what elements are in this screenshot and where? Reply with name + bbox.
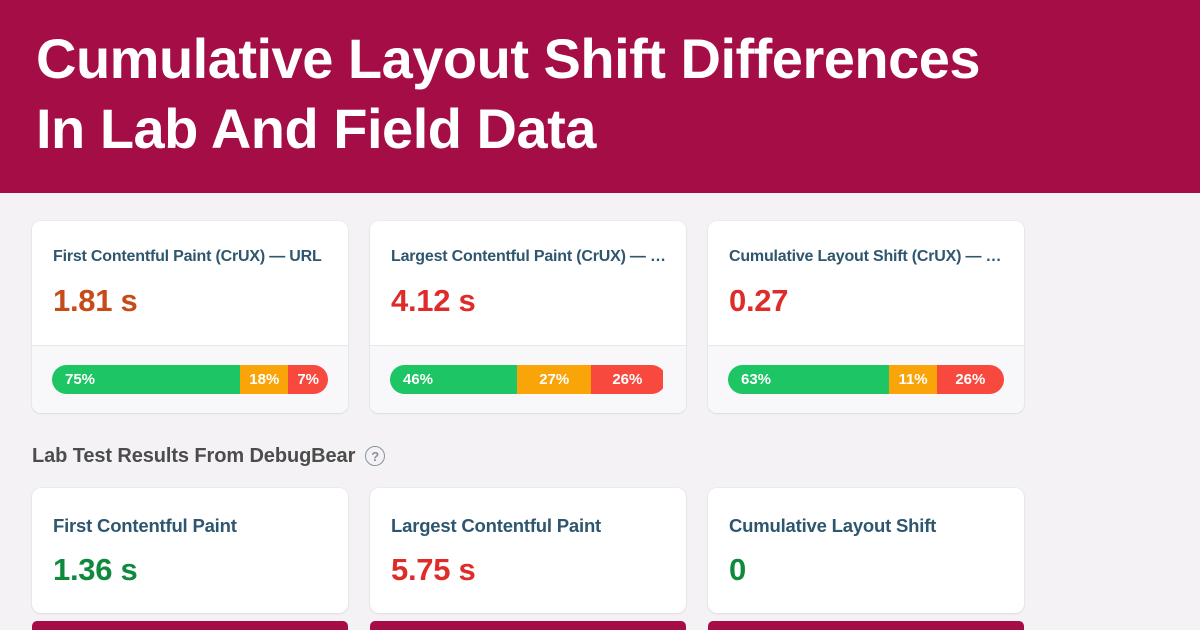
distribution-segment-label: 26%	[612, 371, 643, 388]
header-banner: Cumulative Layout Shift Differences In La…	[0, 0, 1200, 193]
metric-title: Largest Contentful Paint (CrUX) — …	[391, 248, 665, 265]
lab-card-cls[interactable]: Cumulative Layout Shift 0	[708, 488, 1024, 613]
metric-value: 1.36 s	[53, 552, 138, 587]
distribution-segment-label: 26%	[955, 371, 986, 388]
metric-title: First Contentful Paint	[53, 515, 237, 536]
crux-card-distribution-area: 46% 27% 26%	[370, 345, 686, 413]
crux-card-cls[interactable]: Cumulative Layout Shift (CrUX) — … 0.27 …	[708, 221, 1024, 413]
lab-cards-row: First Contentful Paint 1.36 s Largest Co…	[32, 488, 1024, 613]
distribution-segment: 26%	[936, 365, 1004, 394]
distribution-segment-label: 27%	[539, 371, 570, 388]
distribution-segment-label: 7%	[297, 371, 319, 388]
distribution-segment-label: 75%	[65, 371, 96, 388]
distribution-segment-label: 46%	[403, 371, 434, 388]
metric-title: Cumulative Layout Shift	[729, 515, 937, 536]
page-title: Cumulative Layout Shift Differences In La…	[36, 24, 1164, 164]
lab-section-heading: Lab Test Results From DebugBear ?	[32, 444, 1060, 468]
metric-value: 1.81 s	[53, 283, 138, 318]
distribution-segment: 75%	[52, 365, 241, 394]
lab-section-heading-text: Lab Test Results From DebugBear	[32, 444, 356, 467]
lab-card-lcp[interactable]: Largest Contentful Paint 5.75 s	[370, 488, 686, 613]
crux-card-lcp[interactable]: Largest Contentful Paint (CrUX) — … 4.12…	[370, 221, 686, 413]
metric-title: First Contentful Paint (CrUX) — URL	[53, 248, 322, 265]
cutoff-card-strip	[32, 621, 348, 630]
distribution-segment-label: 18%	[249, 371, 280, 388]
cutoff-card-strip	[708, 621, 1024, 630]
metric-title: Cumulative Layout Shift (CrUX) — …	[729, 248, 1002, 265]
metric-value: 4.12 s	[391, 283, 476, 318]
crux-cards-row: First Contentful Paint (CrUX) — URL 1.81…	[32, 221, 1024, 413]
distribution-segment: 63%	[728, 365, 890, 394]
metric-value: 0.27	[729, 283, 789, 318]
crux-distribution-bar: 46% 27% 26%	[390, 365, 666, 394]
main-content: First Contentful Paint (CrUX) — URL 1.81…	[0, 193, 1060, 613]
lab-card-fcp[interactable]: First Contentful Paint 1.36 s	[32, 488, 348, 613]
page-title-line1: Cumulative Layout Shift Differences	[36, 27, 981, 90]
distribution-segment: 11%	[889, 365, 937, 394]
distribution-segment: 7%	[288, 365, 328, 394]
cutoff-next-row	[32, 621, 1024, 630]
distribution-segment: 27%	[516, 365, 592, 394]
cutoff-card-strip	[370, 621, 686, 630]
distribution-segment: 26%	[591, 365, 664, 394]
metric-value: 0	[729, 552, 746, 587]
crux-distribution-bar: 75% 18% 7%	[52, 365, 328, 394]
crux-card-fcp[interactable]: First Contentful Paint (CrUX) — URL 1.81…	[32, 221, 348, 413]
distribution-segment: 18%	[240, 365, 289, 394]
distribution-segment-label: 63%	[741, 371, 772, 388]
crux-card-distribution-area: 75% 18% 7%	[32, 345, 348, 413]
crux-card-top: Cumulative Layout Shift (CrUX) — … 0.27	[708, 221, 1024, 345]
metric-title: Largest Contentful Paint	[391, 515, 602, 536]
help-icon[interactable]: ?	[365, 446, 386, 466]
crux-card-top: First Contentful Paint (CrUX) — URL 1.81…	[32, 221, 348, 345]
page-title-line2: In Lab And Field Data	[36, 97, 596, 160]
distribution-segment-label: 11%	[898, 371, 928, 388]
distribution-segment: 46%	[390, 365, 517, 394]
crux-distribution-bar: 63% 11% 26%	[728, 365, 1004, 394]
crux-card-top: Largest Contentful Paint (CrUX) — … 4.12…	[370, 221, 686, 345]
crux-card-distribution-area: 63% 11% 26%	[708, 345, 1024, 413]
metric-value: 5.75 s	[391, 552, 476, 587]
